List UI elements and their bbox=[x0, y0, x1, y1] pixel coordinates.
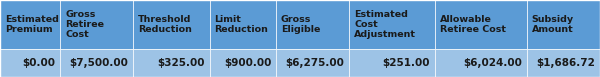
Bar bbox=[349, 49, 435, 77]
Bar bbox=[0, 0, 61, 49]
Bar bbox=[527, 0, 600, 49]
Text: Allowable
Retiree Cost: Allowable Retiree Cost bbox=[440, 15, 506, 34]
Text: $1,686.72: $1,686.72 bbox=[536, 58, 595, 68]
Text: $251.00: $251.00 bbox=[383, 58, 430, 68]
Bar bbox=[61, 0, 133, 49]
Bar bbox=[276, 0, 349, 49]
Text: $900.00: $900.00 bbox=[224, 58, 271, 68]
Bar bbox=[0, 49, 61, 77]
Bar bbox=[133, 49, 209, 77]
Text: $0.00: $0.00 bbox=[23, 58, 56, 68]
Text: Gross
Eligible: Gross Eligible bbox=[281, 15, 320, 34]
Text: Threshold
Reduction: Threshold Reduction bbox=[138, 15, 192, 34]
Text: Estimated
Premium: Estimated Premium bbox=[5, 15, 59, 34]
Text: $6,024.00: $6,024.00 bbox=[463, 58, 522, 68]
Text: Gross
Retiree
Cost: Gross Retiree Cost bbox=[65, 10, 104, 39]
Text: $325.00: $325.00 bbox=[157, 58, 205, 68]
Bar bbox=[527, 49, 600, 77]
Bar bbox=[276, 49, 349, 77]
Bar bbox=[435, 49, 527, 77]
Bar bbox=[133, 0, 209, 49]
Bar bbox=[349, 0, 435, 49]
Bar bbox=[209, 0, 276, 49]
Text: Subsidy
Amount: Subsidy Amount bbox=[532, 15, 574, 34]
Text: Limit
Reduction: Limit Reduction bbox=[214, 15, 268, 34]
Bar bbox=[61, 49, 133, 77]
Bar bbox=[435, 0, 527, 49]
Bar bbox=[209, 49, 276, 77]
Text: Estimated
Cost
Adjustment: Estimated Cost Adjustment bbox=[354, 10, 416, 39]
Text: $7,500.00: $7,500.00 bbox=[70, 58, 128, 68]
Text: $6,275.00: $6,275.00 bbox=[286, 58, 344, 68]
